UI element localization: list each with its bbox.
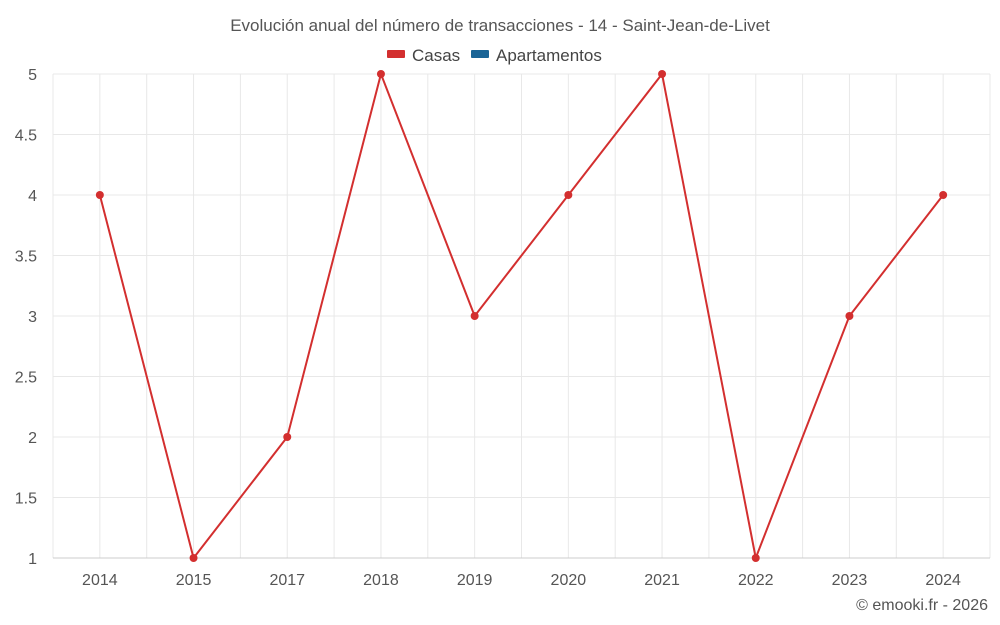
y-tick-label: 2 [28, 430, 37, 447]
data-point-casas-2020[interactable] [564, 191, 573, 199]
chart-title: Evolución anual del número de transaccio… [230, 16, 770, 35]
y-tick-label: 4.5 [15, 128, 37, 145]
x-tick-label: 2023 [832, 572, 868, 589]
y-tick-label: 4 [28, 188, 37, 205]
data-point-casas-2021[interactable] [658, 70, 667, 78]
y-tick-label: 2.5 [15, 370, 37, 387]
y-tick-label: 5 [28, 67, 37, 84]
data-point-casas-2019[interactable] [470, 312, 479, 320]
data-point-casas-2022[interactable] [751, 554, 760, 562]
y-tick-label: 3 [28, 309, 37, 326]
data-point-casas-2018[interactable] [376, 70, 385, 78]
data-point-casas-2017[interactable] [283, 433, 292, 441]
data-point-casas-2023[interactable] [845, 312, 854, 320]
legend-item-casas[interactable]: Casas [387, 46, 460, 65]
y-tick-label: 3.5 [15, 249, 37, 266]
series [95, 70, 948, 562]
x-tick-label: 2021 [644, 572, 680, 589]
legend-swatch-apartamentos [471, 50, 489, 58]
legend: Casas Apartamentos [387, 46, 602, 65]
x-tick-label: 2017 [269, 572, 305, 589]
y-tick-label: 1.5 [15, 491, 37, 508]
x-tick-label: 2019 [457, 572, 493, 589]
legend-label-apartamentos: Apartamentos [496, 46, 602, 65]
legend-item-apartamentos[interactable]: Apartamentos [471, 46, 602, 65]
axes: 1 1.5 2 2.5 3 3.5 4 4.5 5 2014 2015 2017 2018 2019 202… [15, 67, 990, 589]
y-tick-label: 1 [28, 551, 37, 568]
x-tick-label: 2015 [176, 572, 212, 589]
x-tick-label: 2018 [363, 572, 399, 589]
x-tick-label: 2024 [925, 572, 961, 589]
data-point-casas-2015[interactable] [189, 554, 198, 562]
x-tick-label: 2020 [551, 572, 587, 589]
x-tick-label: 2014 [82, 572, 118, 589]
data-point-casas-2024[interactable] [939, 191, 948, 199]
legend-swatch-casas [387, 50, 405, 58]
credit-text: © emooki.fr - 2026 [856, 597, 988, 614]
legend-label-casas: Casas [412, 46, 460, 65]
series-line-casas [98, 73, 944, 559]
x-tick-label: 2022 [738, 572, 774, 589]
data-point-casas-2014[interactable] [95, 191, 104, 199]
